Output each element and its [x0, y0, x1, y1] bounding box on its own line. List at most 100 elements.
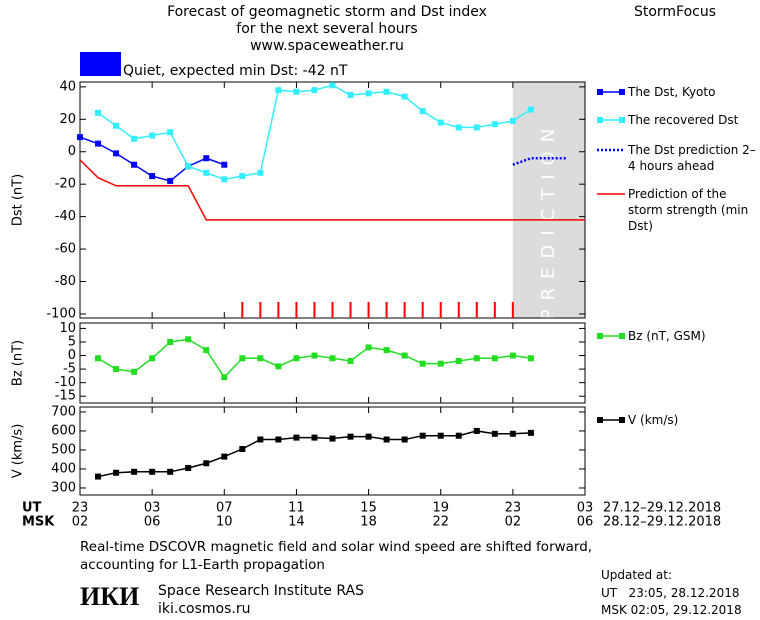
point [509, 117, 516, 124]
msk-label: MSK [22, 515, 55, 530]
point [167, 177, 174, 184]
point [437, 432, 444, 439]
msk-range: 28.12–29.12.2018 [603, 515, 721, 530]
point [365, 344, 372, 351]
title-line: for the next several hours [236, 21, 417, 37]
point [293, 88, 300, 95]
point [509, 430, 516, 437]
x-tick-label: 06 [577, 515, 594, 530]
x-tick-label: 23 [505, 501, 522, 516]
legend-entry: Prediction of the storm strength (min Ds… [628, 187, 749, 233]
legend-marker [597, 333, 603, 339]
point [527, 106, 534, 113]
point [437, 119, 444, 126]
point [329, 82, 336, 89]
brand: StormFocus [634, 4, 716, 20]
point [239, 446, 246, 453]
status-swatch [80, 52, 121, 76]
prediction-region [512, 82, 585, 318]
point [347, 433, 354, 440]
x-tick-label: 03 [577, 501, 594, 516]
point [347, 357, 354, 364]
point [185, 163, 192, 170]
point [347, 91, 354, 98]
point [95, 140, 102, 147]
y-tick-label: -40 [55, 209, 76, 224]
point [473, 427, 480, 434]
point [239, 355, 246, 362]
x-tick-label: 14 [288, 515, 305, 530]
point [311, 352, 318, 359]
panel-frame [79, 322, 586, 404]
legend-entry: V (km/s) [628, 413, 679, 427]
y-tick-label: -80 [55, 274, 76, 289]
series-line [512, 156, 567, 166]
point [113, 366, 120, 373]
point [95, 473, 102, 480]
legend-entry: The Dst prediction 2–4 hours ahead [628, 143, 756, 173]
y-tick-label: 700 [51, 404, 76, 419]
point [167, 338, 174, 345]
point [491, 355, 498, 362]
x-tick-label: 22 [432, 515, 449, 530]
y-tick-label: 600 [51, 423, 76, 438]
legend-entry: Bz (nT, GSM) [628, 329, 706, 343]
point [293, 355, 300, 362]
point [131, 161, 138, 168]
point [257, 436, 264, 443]
point [131, 135, 138, 142]
point [311, 434, 318, 441]
point [95, 355, 102, 362]
point [329, 355, 336, 362]
point [113, 150, 120, 157]
y-tick-label: -60 [55, 242, 76, 257]
legend-entry: The Dst, Kyoto [628, 85, 716, 99]
point [113, 122, 120, 129]
y-tick-label: 20 [59, 112, 76, 127]
point [419, 432, 426, 439]
point [221, 161, 228, 168]
y-tick-label: -20 [55, 177, 76, 192]
point [221, 453, 228, 460]
point [329, 435, 336, 442]
y-tick-label: 0 [68, 144, 76, 159]
legend-entry: The recovered Dst [628, 113, 739, 127]
x-tick-label: 11 [288, 501, 305, 516]
point [311, 87, 318, 94]
updated-msk: MSK 02:05, 29.12.2018 [601, 603, 742, 617]
logo: ИКИ [80, 582, 140, 611]
y-tick-label: 5 [68, 334, 76, 349]
x-tick-label: 03 [144, 501, 161, 516]
point [167, 468, 174, 475]
legend-marker [597, 89, 603, 95]
legend-marker [597, 117, 603, 123]
y-tick-label: 300 [51, 480, 76, 495]
y-tick-label: 10 [59, 321, 76, 336]
legend-marker [619, 417, 625, 423]
y-axis-label: Bz (nT) [11, 340, 26, 386]
x-tick-label: 23 [72, 501, 89, 516]
x-tick-label: 18 [360, 515, 377, 530]
point [527, 355, 534, 362]
point [455, 432, 462, 439]
y-tick-label: 0 [68, 348, 76, 363]
point [419, 360, 426, 367]
title-line: Forecast of geomagnetic storm and Dst in… [167, 4, 487, 20]
point [257, 169, 264, 176]
x-tick-label: 10 [216, 515, 233, 530]
point [203, 347, 210, 354]
point [221, 374, 228, 381]
point [149, 132, 156, 139]
x-tick-label: 02 [72, 515, 89, 530]
legend-marker [619, 333, 625, 339]
y-tick-label: -10 [55, 375, 76, 390]
series-line [97, 84, 532, 181]
x-tick-label: 19 [432, 501, 449, 516]
point [365, 433, 372, 440]
point [383, 436, 390, 443]
point [419, 108, 426, 115]
point [401, 93, 408, 100]
y-axis-label: V (km/s) [11, 424, 26, 479]
